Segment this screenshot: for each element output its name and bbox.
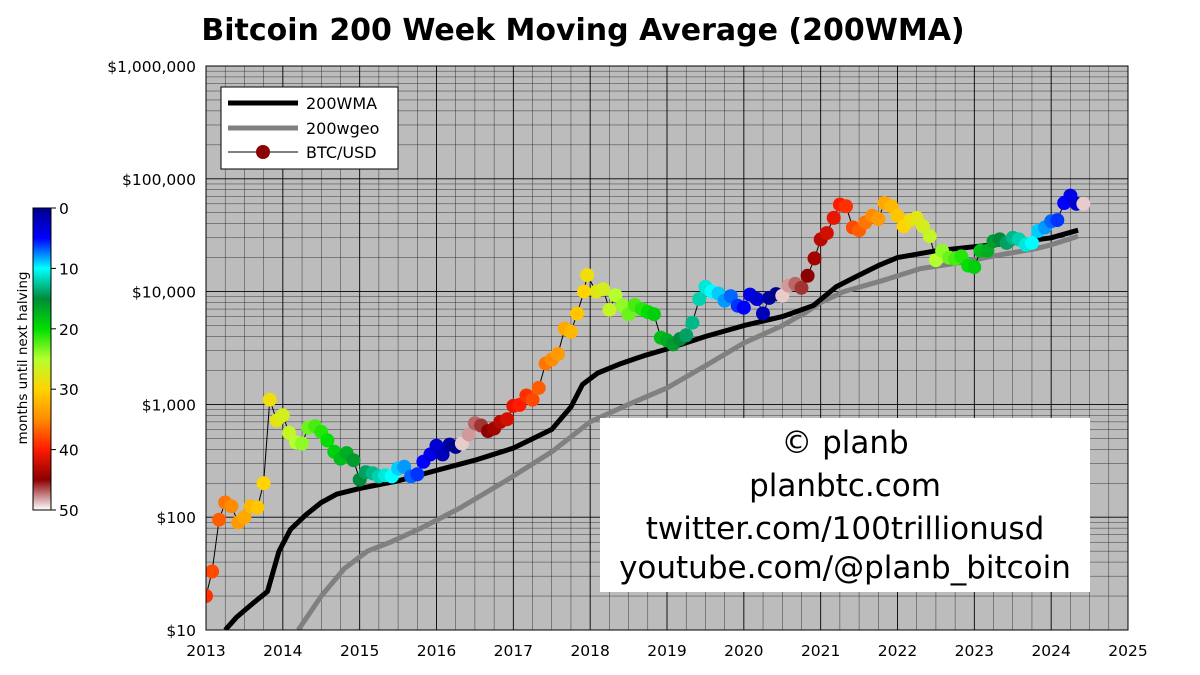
btcusd-point bbox=[749, 292, 764, 306]
plot-content bbox=[206, 188, 1091, 630]
btcusd-point bbox=[550, 347, 565, 361]
btcusd-point bbox=[435, 447, 450, 462]
legend-label-btcusd: BTC/USD bbox=[306, 143, 377, 162]
btcusd-point bbox=[839, 199, 853, 214]
x-tick-label: 2016 bbox=[417, 642, 456, 660]
plot-frame bbox=[205, 65, 1129, 631]
colorbar-tick-label: 10 bbox=[59, 260, 79, 278]
colorbar: 0 10 20 30 40 50 months until next halving bbox=[15, 200, 79, 520]
btcusd-point bbox=[525, 392, 540, 407]
btcusd-point bbox=[212, 512, 227, 527]
btcusd-point bbox=[250, 500, 265, 515]
btcusd-point bbox=[346, 453, 361, 468]
btcusd-point bbox=[679, 328, 694, 343]
x-tick-label: 2025 bbox=[1108, 642, 1147, 660]
x-tick-label: 2022 bbox=[878, 642, 917, 660]
btcusd-point bbox=[206, 589, 213, 603]
btcusd-point bbox=[794, 280, 809, 295]
btcusd-point bbox=[826, 210, 841, 225]
y-tick-label: $1,000,000 bbox=[107, 58, 196, 76]
colorbar-tick-label: 0 bbox=[59, 200, 69, 218]
chart-title: Bitcoin 200 Week Moving Average (200WMA) bbox=[201, 13, 964, 48]
credit-website: planbtc.com bbox=[749, 468, 941, 504]
x-tick-label: 2019 bbox=[647, 642, 686, 660]
btcusd-point bbox=[1076, 196, 1091, 211]
btcusd-point bbox=[602, 302, 617, 317]
btcusd-point bbox=[1050, 213, 1065, 228]
btcusd-point bbox=[237, 510, 252, 525]
series-200wma-line bbox=[223, 227, 1079, 630]
btcusd-point bbox=[685, 315, 700, 330]
btcusd-point bbox=[775, 288, 790, 303]
y-tick-label: $10,000 bbox=[132, 284, 196, 302]
btcusd-point bbox=[500, 412, 515, 427]
x-tick-label: 2013 bbox=[186, 642, 225, 660]
credit-box: © planb planbtc.com twitter.com/100trill… bbox=[600, 418, 1090, 592]
btcusd-point bbox=[692, 292, 707, 306]
btcusd-point bbox=[577, 284, 591, 299]
btcusd-point bbox=[256, 476, 271, 491]
btcusd-point bbox=[320, 433, 335, 448]
btcusd-point bbox=[570, 306, 585, 321]
btcusd-point bbox=[967, 260, 982, 275]
btcusd-point bbox=[596, 282, 611, 297]
btcusd-point bbox=[410, 467, 425, 482]
btcusd-point bbox=[819, 226, 834, 241]
colorbar-tick-label: 40 bbox=[59, 442, 79, 460]
x-tick-label: 2018 bbox=[570, 642, 609, 660]
x-tick-label: 2017 bbox=[494, 642, 533, 660]
colorbar-tick-label: 50 bbox=[59, 502, 79, 520]
legend-swatch-btcusd-marker bbox=[256, 145, 270, 159]
axis-ticks: 2013 2014 2015 2016 2017 2018 2019 2020 2021 2022… bbox=[107, 58, 1147, 660]
credit-twitter: twitter.com/100trillionusd bbox=[646, 511, 1045, 547]
btcusd-point bbox=[915, 219, 930, 234]
x-tick-label: 2014 bbox=[263, 642, 302, 660]
credit-copyright: © planb bbox=[781, 425, 908, 461]
btcusd-point bbox=[461, 427, 476, 442]
y-tick-label: $100,000 bbox=[122, 171, 196, 189]
legend-label-200wma: 200WMA bbox=[306, 94, 377, 113]
credit-youtube: youtube.com/@planb_bitcoin bbox=[619, 550, 1071, 586]
colorbar-label: months until next halving bbox=[15, 272, 31, 445]
x-tick-label: 2015 bbox=[340, 642, 379, 660]
y-tick-label: $10 bbox=[166, 622, 196, 640]
legend: 200WMA 200wgeo BTC/USD bbox=[220, 86, 399, 170]
btcusd-point bbox=[564, 324, 578, 339]
btcusd-point bbox=[206, 564, 220, 579]
btcusd-point bbox=[531, 380, 546, 395]
btcusd-point bbox=[275, 408, 290, 423]
btcusd-point bbox=[800, 268, 815, 283]
btcusd-point bbox=[736, 300, 751, 315]
btcusd-point bbox=[807, 251, 822, 266]
btcusd-point bbox=[1025, 235, 1039, 250]
x-tick-label: 2021 bbox=[801, 642, 840, 660]
y-tick-label: $1,000 bbox=[142, 396, 196, 414]
btcusd-point bbox=[871, 212, 886, 226]
x-tick-label: 2020 bbox=[724, 642, 763, 660]
y-tick-label: $100 bbox=[157, 509, 196, 527]
credit-box-bg bbox=[600, 418, 1090, 592]
btcusd-point bbox=[646, 307, 661, 322]
btcusd-point bbox=[922, 229, 937, 244]
btcusd-point bbox=[756, 306, 770, 321]
legend-label-200wgeo: 200wgeo bbox=[306, 119, 379, 138]
btcusd-point bbox=[262, 392, 277, 407]
btcusd-point bbox=[608, 288, 623, 303]
colorbar-gradient bbox=[32, 207, 52, 511]
x-tick-label: 2024 bbox=[1031, 642, 1070, 660]
colorbar-tick-label: 30 bbox=[59, 381, 79, 399]
btcusd-point bbox=[295, 436, 309, 451]
colorbar-tick-label: 20 bbox=[59, 321, 79, 339]
x-tick-label: 2023 bbox=[955, 642, 994, 660]
btcusd-point bbox=[224, 499, 239, 514]
btcusd-point bbox=[580, 268, 595, 283]
btcusd-point bbox=[890, 208, 905, 223]
